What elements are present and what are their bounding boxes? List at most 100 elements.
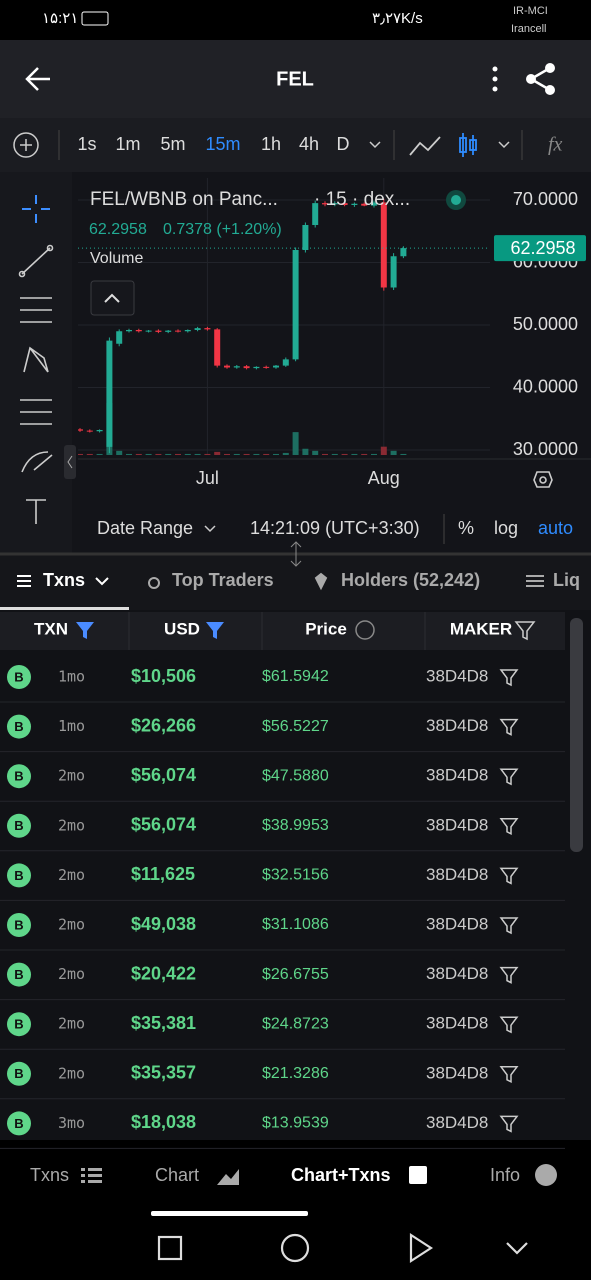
candle-body	[86, 430, 93, 432]
y-tick-label: 70.0000	[513, 189, 578, 209]
maker-filter[interactable]	[499, 718, 519, 736]
android-nav[interactable]	[157, 1232, 528, 1264]
candle-body	[135, 330, 142, 332]
chart-title: FEL/WBNB on Panc...	[90, 189, 278, 210]
nav-item[interactable]: Txns	[30, 1165, 69, 1185]
candle-type-icon[interactable]	[459, 133, 477, 157]
candle-body	[390, 256, 397, 288]
nav-item[interactable]: Info	[490, 1165, 520, 1185]
tool-icons[interactable]	[18, 244, 54, 525]
back-button[interactable]	[25, 67, 50, 91]
maker[interactable]: 38D4D8	[426, 964, 488, 983]
usd: $56,074	[131, 765, 196, 785]
age: 2mo	[58, 767, 85, 785]
txn-type: B	[14, 1066, 23, 1081]
candle-body	[155, 330, 162, 332]
volume-bar	[78, 453, 83, 455]
chart-meta: · 15 · dex...	[314, 189, 410, 210]
tab[interactable]: Holders (52,242)	[341, 570, 480, 590]
buy-badge	[7, 764, 31, 789]
volume-bar	[116, 450, 123, 455]
maker-filter[interactable]	[499, 917, 519, 935]
nav-item[interactable]: Chart	[155, 1165, 199, 1185]
interval[interactable]: 1m	[115, 134, 140, 154]
maker-filter[interactable]	[499, 1066, 519, 1084]
maker-filter[interactable]	[499, 867, 519, 885]
interval[interactable]: 15m	[205, 134, 240, 154]
candle-body	[273, 365, 279, 368]
tab-underline	[0, 607, 129, 610]
age: 2mo	[58, 1015, 85, 1033]
age: 3mo	[58, 1114, 85, 1132]
maker-filter[interactable]	[499, 966, 519, 984]
y-tick-label: 40.0000	[513, 376, 578, 396]
last-price-label: 62.2958	[510, 238, 575, 258]
collapse-handle[interactable]	[64, 445, 76, 479]
volume-bar	[400, 453, 407, 455]
usd: $35,381	[131, 1013, 196, 1033]
tab[interactable]: Liq	[553, 570, 580, 590]
interval[interactable]: D	[337, 134, 350, 154]
interval[interactable]: 1h	[261, 134, 281, 154]
candle-body	[302, 225, 309, 250]
add-indicator[interactable]	[13, 132, 39, 158]
maker[interactable]: 38D4D8	[426, 914, 488, 933]
date-range[interactable]: Date Range	[97, 518, 193, 538]
menu-button[interactable]	[492, 66, 498, 92]
maker-filter[interactable]	[499, 669, 519, 687]
maker[interactable]: 38D4D8	[426, 865, 488, 884]
table-area	[0, 610, 591, 1140]
candle-body	[78, 429, 83, 431]
collapse-legend[interactable]	[90, 280, 135, 316]
column-header[interactable]: MAKER	[450, 619, 512, 638]
y-tick-label: 50.0000	[513, 314, 578, 334]
buy-badge	[7, 665, 31, 689]
column-header[interactable]: USD	[164, 619, 200, 638]
percent-toggle[interactable]: %	[458, 518, 474, 538]
nav-item[interactable]: Chart+Txns	[291, 1165, 391, 1185]
indicator-icon[interactable]: fx	[548, 134, 563, 156]
clock: 14:21:09 (UTC+3:30)	[250, 518, 420, 538]
maker-filter[interactable]	[499, 1016, 519, 1034]
resize-handle[interactable]	[290, 541, 302, 567]
maker[interactable]: 38D4D8	[426, 766, 488, 785]
tab[interactable]: Txns	[43, 570, 85, 590]
column-header[interactable]: Price	[305, 619, 347, 638]
volume-bar	[282, 452, 289, 455]
txn-type: B	[14, 1017, 23, 1032]
volume-bar	[145, 453, 152, 455]
interval[interactable]: 5m	[160, 134, 185, 154]
age: 2mo	[58, 866, 85, 884]
share-button[interactable]	[526, 63, 555, 95]
log-toggle[interactable]: log	[494, 518, 518, 538]
column-header[interactable]: TXN	[34, 619, 68, 638]
scrollbar[interactable]	[570, 618, 583, 852]
active-indicator	[151, 1211, 308, 1216]
interval[interactable]: 1s	[77, 134, 96, 154]
price: $61.5942	[262, 668, 329, 685]
txn-type: B	[14, 1116, 23, 1131]
chevron[interactable]	[498, 141, 510, 149]
price: $13.9539	[262, 1115, 329, 1132]
settings-button[interactable]	[533, 471, 553, 488]
maker[interactable]: 38D4D8	[426, 815, 488, 834]
maker[interactable]: 38D4D8	[426, 716, 488, 735]
maker[interactable]: 38D4D8	[426, 1063, 488, 1082]
maker[interactable]: 38D4D8	[426, 666, 488, 685]
tab[interactable]: Top Traders	[172, 570, 274, 590]
chevron[interactable]	[369, 141, 381, 149]
maker[interactable]: 38D4D8	[426, 1113, 488, 1132]
auto-toggle[interactable]: auto	[538, 518, 573, 538]
maker-filter[interactable]	[499, 818, 519, 836]
crosshair-tool[interactable]	[22, 195, 50, 223]
volume-bar	[155, 453, 162, 455]
maker-filter[interactable]	[499, 768, 519, 786]
volume-bar	[253, 453, 260, 455]
candle-body	[253, 366, 260, 369]
maker-filter[interactable]	[499, 1115, 519, 1133]
interval[interactable]: 4h	[299, 134, 319, 154]
maker[interactable]: 38D4D8	[426, 1014, 488, 1033]
age: 2mo	[58, 965, 85, 983]
line-type-icon[interactable]	[409, 136, 441, 156]
